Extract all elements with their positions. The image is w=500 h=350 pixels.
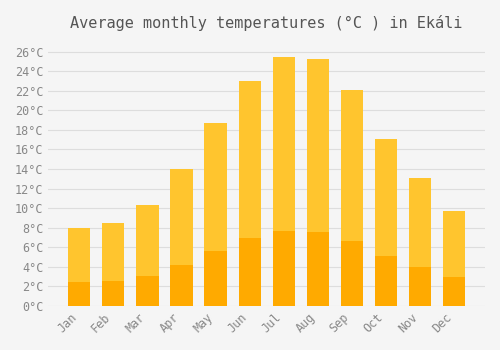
Bar <box>375 256 397 306</box>
Bar <box>409 178 431 306</box>
Bar <box>341 90 363 306</box>
Bar <box>68 282 90 306</box>
Bar <box>204 123 227 306</box>
Bar <box>68 228 90 306</box>
Bar <box>102 223 124 306</box>
Bar <box>102 281 124 306</box>
Bar <box>409 267 431 306</box>
Bar <box>443 278 465 306</box>
Bar <box>238 238 260 306</box>
Bar <box>136 205 158 306</box>
Bar <box>443 211 465 306</box>
Bar <box>136 276 158 306</box>
Bar <box>306 60 329 306</box>
Bar <box>170 169 192 306</box>
Bar <box>306 232 329 306</box>
Title: Average monthly temperatures (°C ) in Ekáli: Average monthly temperatures (°C ) in Ek… <box>70 15 463 31</box>
Bar <box>238 81 260 306</box>
Bar <box>375 139 397 306</box>
Bar <box>272 231 295 306</box>
Bar <box>272 57 295 306</box>
Bar <box>170 265 192 306</box>
Bar <box>204 251 227 306</box>
Bar <box>341 241 363 306</box>
